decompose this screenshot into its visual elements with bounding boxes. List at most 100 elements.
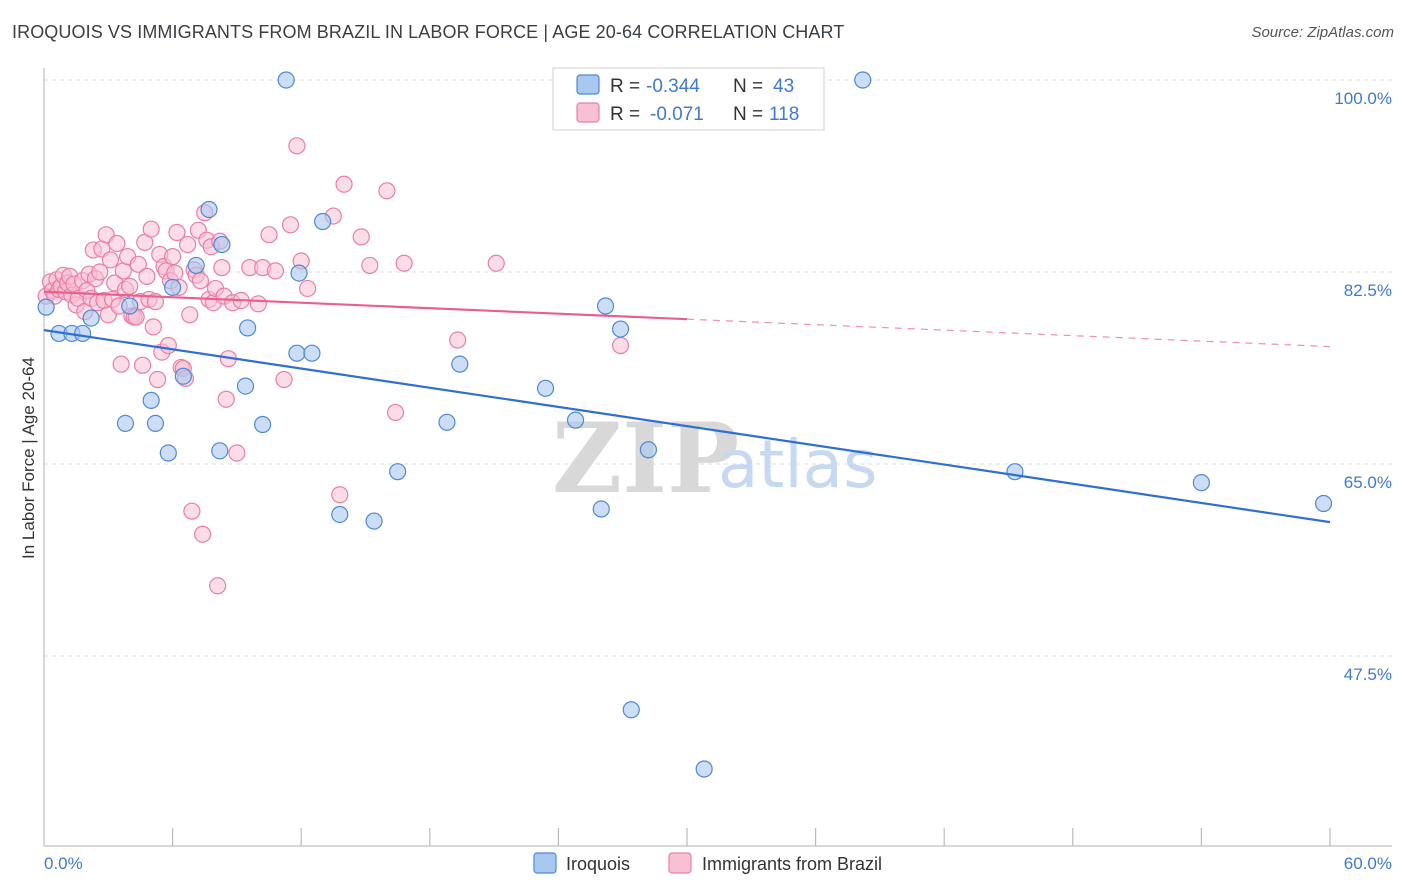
watermark: ZIP atlas [552, 402, 878, 515]
brazil-point [378, 182, 396, 200]
iroquois-point [82, 309, 100, 327]
iroquois-point [73, 324, 92, 343]
bottom-legend-label-iroquois: Iroquois [566, 854, 630, 874]
source-label: Source: ZipAtlas.com [1251, 24, 1394, 41]
legend-n-value-iroquois: 43 [773, 76, 794, 97]
brazil-point [138, 267, 156, 285]
brazil-point [386, 403, 405, 422]
iroquois-point [254, 415, 272, 434]
iroquois-point [121, 297, 139, 315]
stats-legend: R = -0.344 N = 43 R = -0.071 N = 118 [552, 67, 825, 131]
brazil-point [449, 331, 467, 349]
iroquois-point [146, 414, 165, 433]
iroquois-point [695, 760, 713, 778]
y-tick-label: 82.5% [1344, 281, 1392, 300]
legend-r-label-brazil: R = [610, 104, 640, 125]
brazil-point [335, 175, 353, 193]
iroquois-point [314, 212, 332, 231]
bottom-legend-swatch-iroquois [533, 852, 557, 874]
iroquois-point [303, 344, 321, 362]
iroquois-point [592, 500, 610, 518]
brazil-point [144, 318, 162, 336]
brazil-point [487, 254, 505, 272]
iroquois-point [639, 441, 658, 459]
brazil-point [281, 216, 300, 234]
y-tick-label: 100.0% [1334, 89, 1392, 108]
legend-n-label-iroquois: N = [733, 76, 763, 97]
brazil-point [181, 306, 199, 324]
brazil-point [159, 336, 177, 355]
iroquois-point [365, 512, 383, 530]
watermark-atlas: atlas [718, 426, 878, 503]
series-iroquois-points [37, 71, 1333, 778]
legend-n-label-brazil: N = [733, 104, 763, 125]
brazil-point [213, 259, 231, 277]
brazil-point [331, 486, 349, 504]
chart-title: IROQUOIS VS IMMIGRANTS FROM BRAZIL IN LA… [12, 22, 845, 42]
y-axis-label: In Labor Force | Age 20-64 [19, 357, 38, 559]
iroquois-point [288, 344, 306, 362]
trend-lines [43, 290, 1331, 524]
iroquois-point [596, 297, 615, 315]
brazil-point [209, 577, 227, 595]
series-brazil-points [37, 137, 630, 595]
brazil-point [179, 235, 197, 254]
brazil-point [166, 264, 184, 282]
brazil-point [121, 277, 139, 295]
legend-swatch-brazil [576, 102, 600, 123]
y-tick-labels: 47.5% 65.0% 82.5% 100.0% [1334, 89, 1392, 684]
brazil-point [275, 370, 293, 389]
brazil-point [101, 251, 120, 269]
iroquois-point [239, 319, 257, 337]
brazil-point [352, 228, 370, 246]
brazil-point [133, 356, 152, 374]
brazil-point [148, 370, 167, 389]
iroquois-point [566, 411, 585, 429]
brazil-point [168, 223, 186, 242]
legend-r-value-brazil: -0.071 [650, 104, 704, 125]
iroquois-point [1192, 474, 1211, 492]
brazil-point [266, 262, 285, 280]
bottom-legend: Iroquois Immigrants from Brazil [533, 852, 882, 874]
brazil-point [395, 254, 413, 272]
grid-lines [44, 79, 1392, 657]
brazil-point [260, 226, 278, 244]
iroquois-point [116, 414, 135, 433]
iroquois-point [854, 71, 872, 89]
x-tick-label-min: 0.0% [44, 854, 83, 873]
iroquois-point [277, 71, 295, 89]
brazil-point [191, 272, 210, 290]
legend-swatch-iroquois [576, 74, 600, 95]
brazil-point [183, 502, 201, 520]
brazil-point [142, 220, 160, 238]
iroquois-point [159, 444, 177, 462]
iroquois-point [611, 320, 630, 338]
iroquois-point [389, 463, 407, 481]
brazil-point [299, 279, 317, 298]
iroquois-point [451, 355, 469, 373]
brazil-point [194, 525, 212, 543]
iroquois-point [187, 256, 205, 275]
iroquois-point [211, 442, 229, 460]
brazil-trend-line [43, 290, 688, 321]
x-tick-label-max: 60.0% [1344, 854, 1392, 873]
legend-n-value-brazil: 118 [769, 104, 799, 125]
brazil-point [361, 256, 379, 275]
legend-r-value-iroquois: -0.344 [646, 76, 700, 97]
brazil-point [228, 444, 246, 462]
iroquois-point [164, 278, 182, 296]
iroquois-point [213, 235, 231, 254]
iroquois-point [622, 701, 640, 719]
brazil-point [288, 137, 306, 155]
brazil-point [108, 234, 126, 253]
iroquois-point [1314, 494, 1333, 513]
legend-r-label-iroquois: R = [610, 76, 640, 97]
brazil-point [112, 355, 130, 373]
iroquois-point [200, 200, 218, 219]
y-tick-label: 47.5% [1344, 665, 1392, 684]
iroquois-trend-line [43, 329, 1331, 524]
y-tick-label: 65.0% [1344, 473, 1392, 492]
iroquois-point [236, 377, 255, 395]
iroquois-point [37, 298, 55, 316]
